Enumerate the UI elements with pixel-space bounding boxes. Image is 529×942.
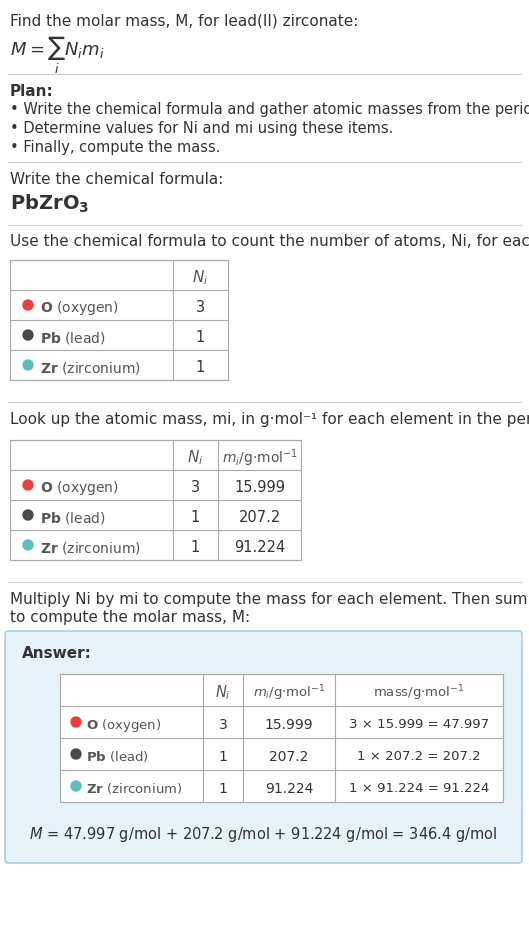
Bar	[60, 674, 503, 802]
Text: 3: 3	[196, 300, 205, 316]
Text: 3: 3	[191, 480, 200, 495]
Text: $\mathbf{O}$ (oxygen): $\mathbf{O}$ (oxygen)	[40, 479, 119, 497]
Circle shape	[23, 480, 33, 490]
Text: to compute the molar mass, M:: to compute the molar mass, M:	[10, 610, 250, 625]
Text: $\mathbf{Zr}$ (zirconium): $\mathbf{Zr}$ (zirconium)	[86, 782, 183, 797]
Circle shape	[23, 510, 33, 520]
Text: 91.224: 91.224	[265, 782, 313, 796]
Circle shape	[71, 717, 81, 727]
Text: $\mathbf{Pb}$ (lead): $\mathbf{Pb}$ (lead)	[86, 750, 149, 765]
Text: 1: 1	[196, 361, 205, 376]
Text: 1: 1	[191, 541, 200, 556]
Bar	[10, 440, 301, 560]
Circle shape	[23, 540, 33, 550]
Circle shape	[71, 781, 81, 791]
Text: Find the molar mass, M, for lead(II) zirconate:: Find the molar mass, M, for lead(II) zir…	[10, 13, 358, 28]
Text: Answer:: Answer:	[22, 646, 92, 661]
Text: $\mathbf{Zr}$ (zirconium): $\mathbf{Zr}$ (zirconium)	[40, 540, 141, 556]
Text: 1 × 91.224 = 91.224: 1 × 91.224 = 91.224	[349, 783, 489, 795]
Text: $N_i$: $N_i$	[193, 268, 208, 287]
Text: • Determine values for Ni and mi using these items.: • Determine values for Ni and mi using t…	[10, 121, 394, 136]
Bar	[10, 260, 228, 380]
Text: $\mathbf{Pb}$ (lead): $\mathbf{Pb}$ (lead)	[40, 330, 106, 346]
Text: Multiply Ni by mi to compute the mass for each element. Then sum those values: Multiply Ni by mi to compute the mass fo…	[10, 592, 529, 607]
Text: $\mathbf{O}$ (oxygen): $\mathbf{O}$ (oxygen)	[86, 717, 161, 734]
Text: $N_i$: $N_i$	[215, 684, 231, 703]
Text: 15.999: 15.999	[264, 718, 313, 732]
Circle shape	[23, 300, 33, 310]
Text: Look up the atomic mass, mi, in g·mol⁻¹ for each element in the periodic table:: Look up the atomic mass, mi, in g·mol⁻¹ …	[10, 412, 529, 427]
Text: $\mathbf{O}$ (oxygen): $\mathbf{O}$ (oxygen)	[40, 299, 119, 317]
Text: 3: 3	[218, 718, 227, 732]
Text: $m_i$/g$\cdot$mol$^{-1}$: $m_i$/g$\cdot$mol$^{-1}$	[222, 447, 297, 469]
Text: 3 × 15.999 = 47.997: 3 × 15.999 = 47.997	[349, 719, 489, 732]
Circle shape	[23, 330, 33, 340]
FancyBboxPatch shape	[5, 631, 522, 863]
Text: Write the chemical formula:: Write the chemical formula:	[10, 172, 223, 187]
Text: $\mathbf{Zr}$ (zirconium): $\mathbf{Zr}$ (zirconium)	[40, 360, 141, 376]
Text: • Write the chemical formula and gather atomic masses from the periodic table.: • Write the chemical formula and gather …	[10, 102, 529, 117]
Text: $\mathbf{PbZrO_3}$: $\mathbf{PbZrO_3}$	[10, 193, 89, 216]
Circle shape	[71, 749, 81, 759]
Text: 1: 1	[218, 750, 227, 764]
Text: mass/g$\cdot$mol$^{-1}$: mass/g$\cdot$mol$^{-1}$	[373, 683, 465, 703]
Circle shape	[23, 360, 33, 370]
Text: 15.999: 15.999	[234, 480, 285, 495]
Text: • Finally, compute the mass.: • Finally, compute the mass.	[10, 140, 221, 155]
Text: Plan:: Plan:	[10, 84, 54, 99]
Text: 91.224: 91.224	[234, 541, 285, 556]
Text: Use the chemical formula to count the number of atoms, Ni, for each element:: Use the chemical formula to count the nu…	[10, 234, 529, 249]
Text: 1: 1	[196, 331, 205, 346]
Text: 207.2: 207.2	[269, 750, 309, 764]
Text: 1 × 207.2 = 207.2: 1 × 207.2 = 207.2	[357, 751, 481, 764]
Text: $\mathbf{Pb}$ (lead): $\mathbf{Pb}$ (lead)	[40, 510, 106, 526]
Text: $N_i$: $N_i$	[187, 448, 204, 467]
Text: 1: 1	[191, 511, 200, 526]
Text: $m_i$/g$\cdot$mol$^{-1}$: $m_i$/g$\cdot$mol$^{-1}$	[253, 683, 325, 703]
Text: $M = \sum_i N_i m_i$: $M = \sum_i N_i m_i$	[10, 35, 104, 76]
Text: 1: 1	[218, 782, 227, 796]
Text: 207.2: 207.2	[239, 511, 280, 526]
Text: $\it{M}$ = 47.997 g/mol + 207.2 g/mol + 91.224 g/mol = 346.4 g/mol: $\it{M}$ = 47.997 g/mol + 207.2 g/mol + …	[29, 825, 498, 844]
